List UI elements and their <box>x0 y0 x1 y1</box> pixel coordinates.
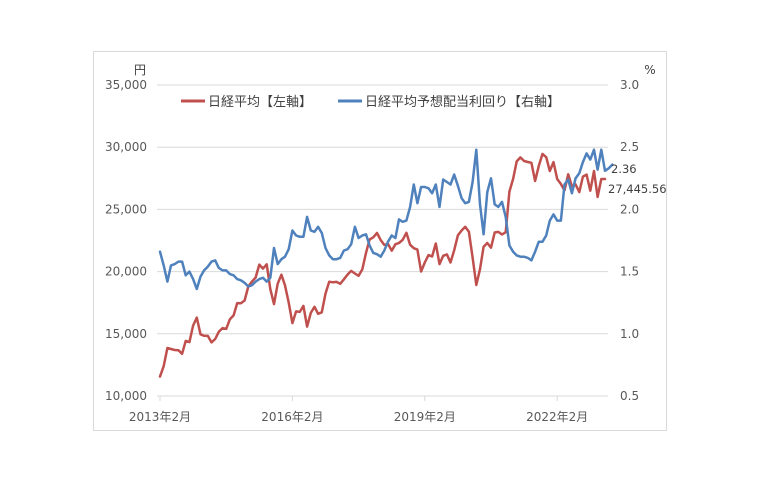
legend-label-nikkei: 日経平均【左軸】 <box>208 95 312 110</box>
right-tick-label: 2.5 <box>620 140 639 154</box>
right-tick-label: 1.5 <box>620 265 639 279</box>
x-axis-tick-marks <box>159 396 558 401</box>
right-tick-label: 2.0 <box>620 202 639 216</box>
x-tick-label: 2013年2月 <box>129 410 191 424</box>
x-tick-label: 2019年2月 <box>394 410 456 424</box>
left-tick-label: 20,000 <box>105 265 147 279</box>
left-axis-unit: 円 <box>134 63 146 77</box>
left-tick-label: 30,000 <box>105 140 147 154</box>
x-tick-label: 2016年2月 <box>261 410 323 424</box>
right-tick-label: 3.0 <box>620 78 639 92</box>
right-tick-label: 1.0 <box>620 327 639 341</box>
end-label-yield: 2.36 <box>611 162 637 176</box>
right-axis: 0.5 1.0 1.5 2.0 2.5 3.0 <box>620 78 639 403</box>
series-line-nikkei <box>158 152 607 378</box>
left-axis: 10,000 15,000 20,000 25,000 30,000 35,000 <box>105 78 147 403</box>
left-tick-label: 10,000 <box>105 389 147 403</box>
series-line-yield <box>158 148 614 291</box>
gridlines <box>157 84 608 335</box>
left-tick-label: 25,000 <box>105 202 147 216</box>
left-tick-label: 15,000 <box>105 327 147 341</box>
left-tick-label: 35,000 <box>105 78 147 92</box>
legend: 日経平均【左軸】 日経平均予想配当利回り【右軸】 <box>181 94 560 110</box>
right-tick-label: 0.5 <box>620 389 639 403</box>
legend-label-yield: 日経平均予想配当利回り【右軸】 <box>365 94 560 110</box>
series-layer <box>158 148 614 378</box>
x-axis: 2013年2月 2016年2月 2019年2月 2022年2月 <box>129 410 588 424</box>
end-label-nikkei: 27,445.56 <box>608 182 667 196</box>
x-tick-label: 2022年2月 <box>526 410 588 424</box>
right-axis-unit: % <box>644 63 655 77</box>
